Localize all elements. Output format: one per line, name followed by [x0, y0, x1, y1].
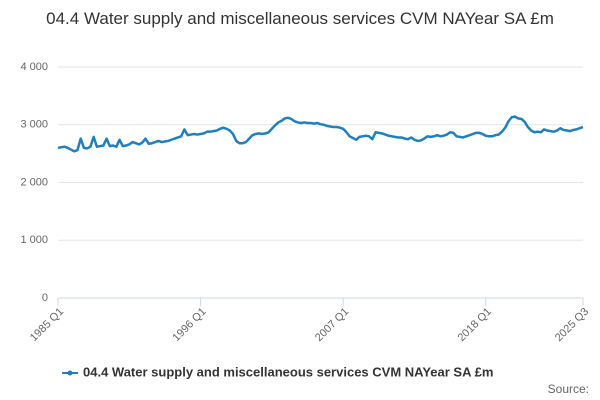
x-tick-label: 1996 Q1 — [170, 306, 208, 344]
data-line — [57, 115, 584, 153]
x-tick-label: 2018 Q1 — [456, 306, 494, 344]
source: Source: — [548, 382, 589, 396]
x-tick-label: 1985 Q1 — [28, 306, 66, 344]
x-tick-label: 2025 Q3 — [553, 306, 591, 344]
legend-marker — [67, 370, 73, 376]
legend-label: 04.4 Water supply and miscellaneous serv… — [83, 364, 493, 379]
y-tick-label: 0 — [42, 292, 48, 304]
chart-title: 04.4 Water supply and miscellaneous serv… — [46, 9, 554, 28]
x-tick-label: 2007 Q1 — [313, 306, 351, 344]
y-tick-label: 4 000 — [20, 61, 48, 73]
y-tick-label: 3 000 — [20, 119, 48, 131]
y-tick-label: 2 000 — [20, 176, 48, 188]
y-tick-label: 1 000 — [20, 234, 48, 246]
